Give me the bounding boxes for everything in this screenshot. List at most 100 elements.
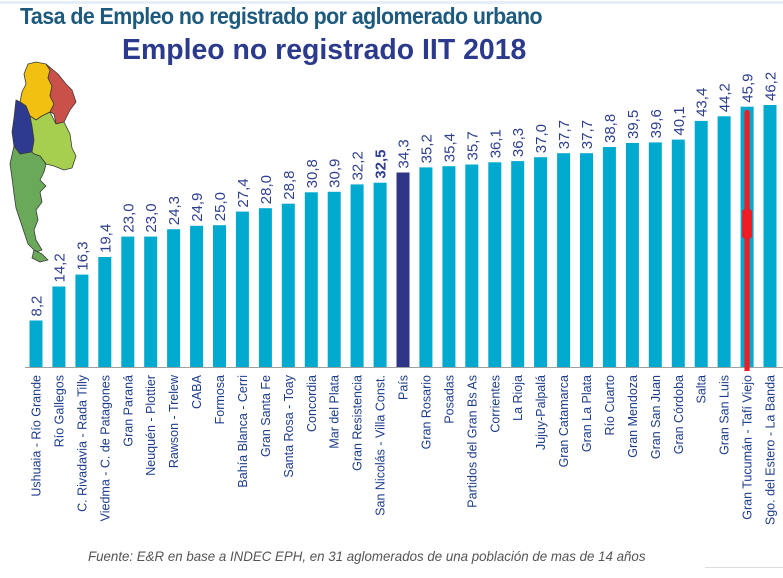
bar-mar-del-plata	[327, 191, 341, 367]
category-label-santa-rosa-toay: Santa Rosa - Toay	[282, 374, 296, 477]
category-label-gran-tucuman-tafi-viejo: Gran Tucumán - Tafí Viejo	[741, 375, 755, 520]
argentina-map-icon	[9, 61, 77, 263]
map-region-tierra-del-fuego	[31, 249, 49, 263]
red-marker-line	[742, 109, 753, 372]
bar-santa-rosa-toay	[281, 203, 295, 367]
category-label-gran-mendoza: Gran Mendoza	[626, 375, 640, 458]
category-label-gran-rosario: Gran Rosario	[419, 375, 433, 449]
bars-group	[29, 105, 777, 368]
value-label-gran-parana: 23,0	[120, 203, 137, 232]
chart-title: Empleo no registrado IIT 2018	[122, 34, 527, 66]
value-label-sgo-del-estero-la-banda: 46,2	[763, 72, 780, 101]
footer-divider	[705, 567, 783, 568]
bar-gran-san-juan	[648, 142, 662, 367]
category-label-san-nicolas-villa-const: San Nicolás - Villa Const.	[374, 375, 388, 516]
category-label-rawson-trelew: Rawson - Trelew	[167, 374, 181, 468]
value-label-c-rivadavia-rada-tilly: 16,3	[74, 241, 91, 270]
category-label-formosa: Formosa	[213, 375, 227, 424]
category-labels-group: Ushuaia - Río Grande Río Gallegos C. Rivad…	[30, 374, 778, 525]
category-label-pais: País	[397, 375, 411, 400]
category-label-gran-catamarca: Gran Catamarca	[557, 375, 571, 467]
category-label-concordia: Concordia	[305, 375, 319, 432]
bar-sgo-del-estero-la-banda	[763, 105, 777, 367]
category-label-gran-san-luis: Gran San Luis	[718, 375, 732, 455]
value-label-gran-san-juan: 39,6	[648, 109, 665, 138]
bar-pais	[396, 172, 410, 367]
value-label-san-nicolas-villa-const: 32,5	[373, 149, 390, 178]
value-label-pais: 34,3	[396, 139, 413, 168]
category-label-rio-gallegos: Río Gallegos	[52, 375, 66, 447]
category-label-gran-parana: Gran Paraná	[121, 375, 135, 447]
top-border-line	[0, 1, 783, 4]
value-label-rio-cuarto: 38,8	[602, 114, 619, 143]
value-label-neuquen-plottier: 23,0	[143, 203, 160, 232]
category-label-gran-resistencia: Gran Resistencia	[351, 375, 365, 471]
bar-viedma-c-de-patagones	[98, 257, 112, 367]
value-label-corrientes: 36,1	[487, 129, 504, 158]
value-label-gran-la-plata: 37,7	[579, 120, 596, 149]
bar-gran-cordoba	[671, 139, 685, 367]
bar-partidos-del-gran-bs-as	[465, 164, 479, 367]
bar-salta	[694, 120, 708, 368]
value-label-formosa: 25,0	[212, 192, 229, 221]
value-label-ushuaia-rio-grande: 8,2	[29, 296, 46, 317]
value-label-concordia: 30,8	[304, 159, 321, 188]
value-label-viedma-c-de-patagones: 19,4	[97, 224, 114, 253]
value-label-rio-gallegos: 14,2	[51, 253, 68, 282]
bar-posadas	[442, 166, 456, 367]
category-label-rio-cuarto: Río Cuarto	[603, 375, 617, 435]
category-label-gran-san-juan: Gran San Juan	[649, 375, 663, 459]
value-label-caba: 24,9	[189, 193, 206, 222]
category-label-bahia-blanca-cerri: Bahía Blanca - Cerri	[236, 375, 250, 488]
value-label-gran-mendoza: 39,5	[625, 110, 642, 139]
category-label-sgo-del-estero-la-banda: Sgo. del Estero - La Banda	[764, 375, 778, 525]
value-label-la-rioja: 36,3	[510, 128, 527, 157]
category-label-ushuaia-rio-grande: Ushuaia - Río Grande	[30, 375, 44, 497]
value-label-partidos-del-gran-bs-as: 35,7	[464, 131, 481, 160]
value-label-gran-tucuman-tafi-viejo: 45,9	[740, 73, 757, 102]
bar-rio-gallegos	[52, 286, 66, 367]
value-label-gran-resistencia: 32,2	[350, 151, 367, 180]
highlight-marker-group	[742, 109, 753, 372]
bar-bahia-blanca-cerri	[235, 211, 249, 367]
value-label-jujuy-palpala: 37,0	[533, 124, 550, 153]
category-label-gran-cordoba: Gran Córdoba	[672, 375, 686, 454]
bar-gran-catamarca	[557, 153, 571, 367]
value-label-gran-san-luis: 44,2	[717, 83, 734, 112]
bar-c-rivadavia-rada-tilly	[75, 274, 89, 367]
value-label-gran-catamarca: 37,7	[556, 120, 573, 149]
bar-concordia	[304, 192, 318, 367]
value-label-salta: 43,4	[694, 88, 711, 117]
bar-ushuaia-rio-grande	[29, 320, 43, 367]
category-label-c-rivadavia-rada-tilly: C. Rivadavia - Rada Tilly	[75, 374, 89, 512]
bar-la-rioja	[511, 161, 525, 367]
bar-gran-rosario	[419, 167, 433, 367]
bar-rawson-trelew	[167, 229, 181, 367]
bar-san-nicolas-villa-const	[373, 182, 387, 367]
page-title: Tasa de Empleo no registrado por aglomer…	[20, 3, 543, 29]
value-label-rawson-trelew: 24,3	[166, 196, 183, 225]
bar-caba	[190, 225, 204, 367]
bar-neuquen-plottier	[144, 236, 158, 367]
bar-formosa	[213, 225, 226, 367]
bar-gran-santa-fe	[258, 208, 272, 367]
value-label-gran-cordoba: 40,1	[671, 106, 688, 135]
category-label-mar-del-plata: Mar del Plata	[328, 375, 342, 449]
value-label-santa-rosa-toay: 28,8	[281, 170, 298, 199]
category-label-gran-santa-fe: Gran Santa Fe	[259, 375, 273, 457]
category-label-viedma-c-de-patagones: Viedma - C. de Patagones	[98, 375, 112, 521]
bar-corrientes	[488, 162, 502, 367]
value-labels-group: 8,2 14,2 16,3 19,4 23,0 23,0 24,3 24,9 25,0 27,4 2…	[29, 72, 780, 317]
category-label-partidos-del-gran-bs-as: Partidos del Gran Bs As	[465, 375, 479, 508]
category-label-jujuy-palpala: Jujuy-Palpalá	[534, 375, 548, 450]
map-region-nea	[45, 63, 77, 125]
bar-gran-la-plata	[580, 153, 593, 367]
category-label-caba: CABA	[190, 374, 204, 409]
value-label-gran-rosario: 35,2	[418, 134, 435, 163]
category-label-neuquen-plottier: Neuquén - Plottier	[144, 375, 158, 476]
bar-rio-cuarto	[602, 147, 616, 367]
value-label-bahia-blanca-cerri: 27,4	[235, 178, 252, 207]
source-note: Fuente: E&R en base a INDEC EPH, en 31 a…	[88, 548, 646, 564]
bar-gran-resistencia	[350, 184, 364, 367]
